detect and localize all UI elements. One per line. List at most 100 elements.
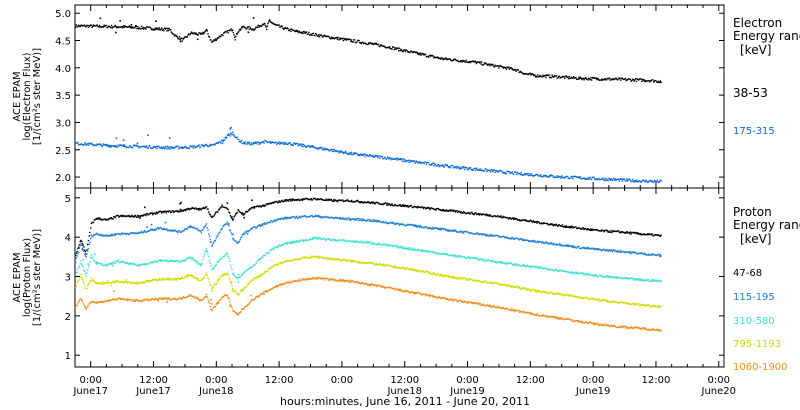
legend-series-label: 795-1193: [733, 339, 781, 350]
outlier-point: [99, 17, 102, 20]
outlier-point: [125, 279, 127, 281]
outlier-point: [242, 290, 244, 292]
outlier-point: [246, 233, 249, 235]
series-1060-1900: [75, 276, 662, 332]
outlier-point: [180, 276, 183, 279]
outlier-point: [115, 137, 118, 139]
outlier-point: [135, 25, 137, 27]
legend-title-line: Proton: [733, 205, 772, 219]
y-tick-label-electron: 2.0: [55, 173, 71, 184]
y-tick-label-proton: 2: [65, 312, 71, 323]
outlier-point: [164, 221, 167, 224]
outlier-point: [230, 281, 233, 283]
panel-frame-proton: [74, 187, 725, 368]
outlier-point: [231, 289, 234, 292]
legend-title-line: Energy range: [733, 218, 800, 232]
outlier-point: [228, 223, 230, 225]
series-points-175-315: [75, 131, 662, 184]
outlier-point: [242, 214, 245, 216]
y-tick-label-proton: 5: [65, 194, 71, 205]
outlier-point: [229, 305, 231, 307]
y-axis-label-line: [1/(cm²s ster MeV)]: [32, 48, 43, 145]
outlier-point: [167, 298, 169, 300]
outlier-point: [150, 223, 153, 226]
plot-frames: [74, 4, 725, 368]
legend-series-label: 175-315: [733, 126, 775, 137]
outlier-point: [175, 278, 177, 281]
outlier-point: [179, 40, 182, 43]
x-axis-title: hours:minutes, June 16, 2011 - June 20, …: [280, 395, 530, 408]
outlier-point: [180, 201, 182, 204]
outlier-point: [113, 290, 115, 292]
outlier-point: [196, 38, 199, 41]
outlier-point: [130, 24, 133, 26]
outlier-point: [227, 133, 230, 136]
outlier-point: [252, 17, 255, 19]
y-tick-label-proton: 4: [65, 233, 71, 244]
series-175-315: [75, 126, 662, 184]
outlier-point: [221, 142, 224, 145]
outlier-point: [106, 280, 109, 282]
x-tick-date-label: June18: [386, 386, 422, 397]
outlier-point: [179, 208, 182, 211]
legend-title-line: [keV]: [740, 43, 771, 57]
outlier-point: [210, 303, 213, 305]
x-tick-time-label: 0:00: [456, 375, 478, 386]
y-axis-label-electron: ACE EPAMlog(Electron Flux)[1/(cm²s ster …: [12, 48, 43, 145]
outlier-point: [146, 226, 148, 228]
legend-title-line: Electron: [733, 16, 782, 30]
x-tick-date-label: June20: [701, 386, 737, 397]
series-115-195: [75, 214, 662, 263]
outlier-point: [96, 261, 98, 263]
x-tick-date-label: June18: [198, 386, 234, 397]
outlier-point: [243, 216, 246, 219]
series-38-53: [75, 17, 662, 84]
outlier-point: [211, 290, 213, 292]
x-tick-time-label: 12:00: [642, 375, 671, 386]
x-tick-time-label: 12:00: [390, 375, 419, 386]
outlier-point: [136, 142, 139, 145]
outlier-point: [82, 259, 84, 261]
y-tick-label-electron: 3.0: [55, 118, 71, 129]
outlier-point: [139, 217, 141, 219]
outlier-point: [147, 134, 149, 136]
x-tick-time-label: 12:00: [516, 375, 545, 386]
outlier-point: [210, 298, 212, 301]
outlier-point: [186, 273, 189, 276]
legend-title-line: Energy range: [733, 29, 800, 43]
outlier-point: [237, 281, 240, 283]
outlier-point: [231, 216, 233, 218]
series-310-580: [75, 236, 662, 283]
outlier-point: [107, 300, 109, 302]
outlier-point: [247, 31, 250, 34]
outlier-point: [87, 263, 89, 265]
x-tick-time-label: 0:00: [205, 375, 227, 386]
outlier-point: [155, 20, 157, 22]
x-tick-date-label: June19: [449, 386, 485, 397]
legend-series-label: 115-195: [733, 292, 775, 303]
outlier-point: [254, 141, 257, 144]
outlier-point: [251, 199, 253, 202]
legend-series-label: 47-68: [733, 268, 762, 279]
series-795-1193: [75, 255, 662, 309]
outlier-point: [157, 299, 159, 302]
outlier-point: [144, 263, 147, 265]
outlier-point: [226, 202, 229, 204]
outlier-point: [115, 31, 117, 34]
series-points-38-53: [75, 19, 662, 84]
series-points-115-195: [75, 214, 662, 263]
legend-series-label: 1060-1900: [733, 362, 788, 373]
outlier-point: [250, 294, 252, 297]
x-tick-time-label: 0:00: [79, 375, 101, 386]
y-axis-label-line: log(Proton Flux): [22, 238, 33, 317]
y-axis-label-line: [1/(cm²s ster MeV)]: [32, 229, 43, 326]
x-tick-date-label: June19: [575, 386, 611, 397]
x-tick-time-label: 12:00: [265, 375, 294, 386]
y-axis-label-line: ACE EPAM: [12, 252, 23, 302]
y-tick-label-electron: 5.0: [55, 9, 71, 20]
x-tick-time-label: 0:00: [708, 375, 730, 386]
outlier-point: [119, 20, 121, 22]
